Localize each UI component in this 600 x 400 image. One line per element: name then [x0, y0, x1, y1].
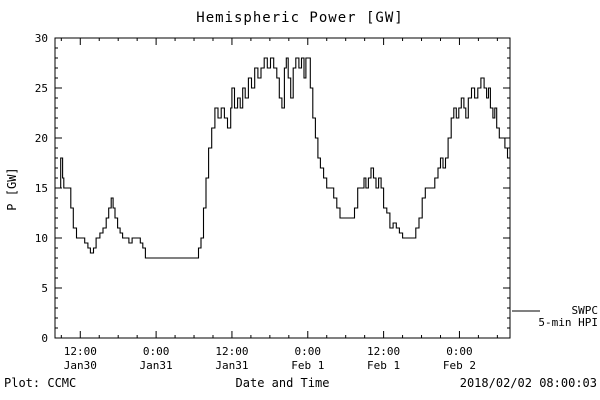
legend: SWPC 5-min HPI	[518, 305, 598, 329]
svg-text:Jan31: Jan31	[215, 359, 248, 372]
svg-text:25: 25	[35, 82, 48, 95]
svg-text:Jan30: Jan30	[64, 359, 97, 372]
svg-text:0: 0	[41, 332, 48, 345]
plot-credit: Plot: CCMC	[4, 376, 77, 390]
svg-text:20: 20	[35, 132, 48, 145]
legend-line-2: 5-min HPI	[538, 316, 598, 329]
chart-title: Hemispheric Power [GW]	[196, 10, 404, 26]
svg-text:0:00: 0:00	[446, 345, 473, 358]
svg-text:Feb 2: Feb 2	[443, 359, 476, 372]
svg-text:Feb 1: Feb 1	[291, 359, 324, 372]
svg-text:12:00: 12:00	[64, 345, 97, 358]
x-axis-label: Date and Time	[235, 376, 330, 390]
plot-timestamp: 2018/02/02 08:00:03	[459, 376, 597, 390]
svg-text:10: 10	[35, 232, 48, 245]
svg-text:0:00: 0:00	[295, 345, 322, 358]
svg-text:12:00: 12:00	[215, 345, 248, 358]
svg-text:30: 30	[35, 32, 48, 45]
svg-text:Feb 1: Feb 1	[367, 359, 400, 372]
svg-text:5: 5	[41, 282, 48, 295]
svg-text:12:00: 12:00	[367, 345, 400, 358]
svg-text:15: 15	[35, 182, 48, 195]
legend-line-1: SWPC	[571, 304, 599, 317]
svg-text:Jan31: Jan31	[140, 359, 173, 372]
svg-text:0:00: 0:00	[143, 345, 170, 358]
